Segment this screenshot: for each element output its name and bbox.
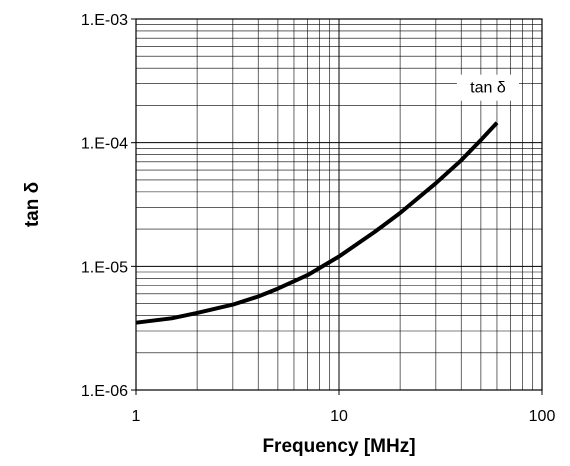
y-tick-label: 1.E-06	[81, 383, 128, 400]
y-tick-labels: 1.E-06 1.E-05 1.E-04 1.E-03	[81, 12, 136, 400]
y-axis-title: tan δ	[22, 182, 43, 227]
x-tick-label: 1	[132, 408, 141, 425]
y-tick-label: 1.E-03	[81, 12, 128, 29]
series-line	[135, 121, 499, 325]
x-tick-label: 10	[330, 408, 348, 425]
series-label-box	[456, 74, 519, 101]
x-tick-label: 100	[529, 408, 556, 425]
y-tick-label: 1.E-04	[81, 136, 128, 153]
y-tick-label: 1.E-05	[81, 259, 128, 276]
series-label: tan δ	[470, 80, 506, 97]
x-axis-title: Frequency [MHz]	[262, 436, 415, 457]
x-tick-labels: 1 10 100	[132, 390, 556, 425]
series-layer: tan δ	[135, 74, 519, 325]
